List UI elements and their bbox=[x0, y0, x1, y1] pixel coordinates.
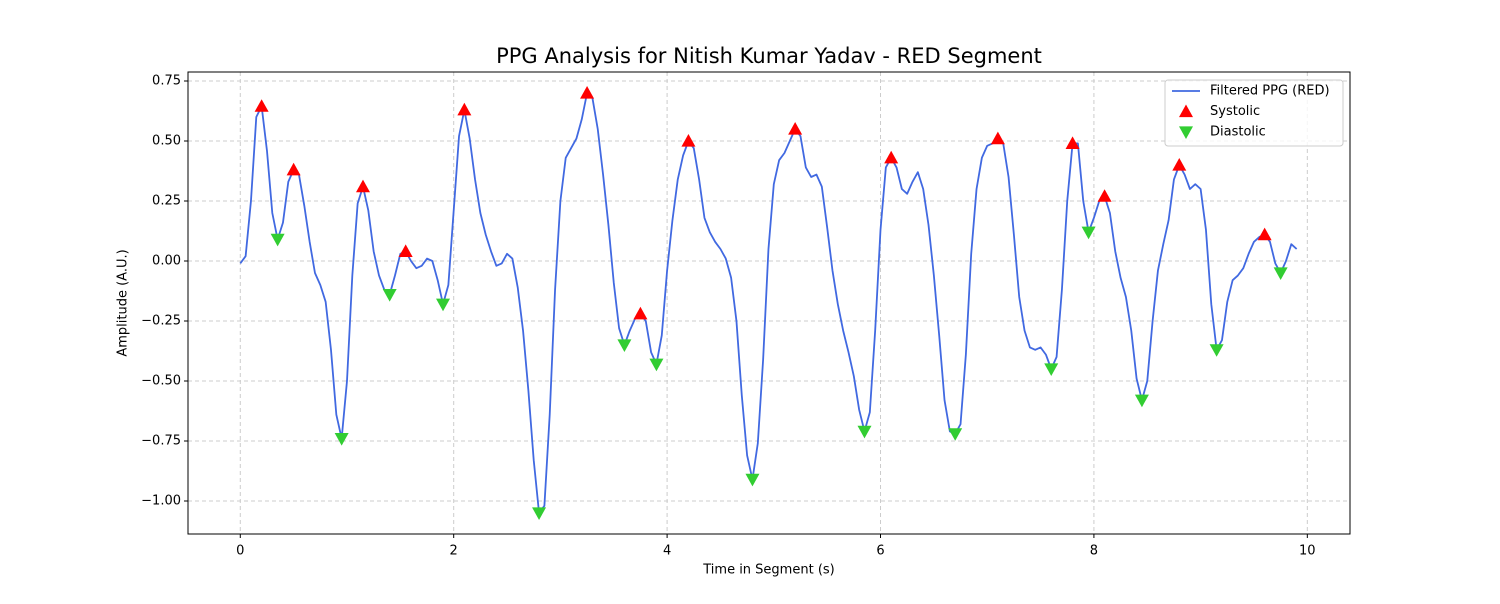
marker bbox=[617, 339, 632, 352]
marker bbox=[355, 179, 370, 193]
y-tick-label: 0.75 bbox=[152, 74, 181, 89]
legend-box bbox=[1164, 79, 1344, 147]
legend-label: Filtered PPG (RED) bbox=[1210, 84, 1330, 99]
y-tick-label: 0.00 bbox=[152, 254, 181, 269]
x-tick-label: 0 bbox=[236, 544, 244, 559]
data-line bbox=[239, 92, 1298, 514]
marker bbox=[884, 150, 899, 164]
y-tick-label: −0.25 bbox=[141, 314, 181, 329]
marker bbox=[254, 99, 269, 112]
x-tick-label: 8 bbox=[1090, 544, 1098, 559]
marker bbox=[1273, 267, 1288, 280]
marker bbox=[681, 134, 696, 147]
marker bbox=[1097, 189, 1112, 202]
marker bbox=[436, 298, 451, 312]
marker bbox=[1134, 394, 1149, 408]
marker bbox=[633, 306, 648, 320]
y-tick-label: −1.00 bbox=[141, 494, 181, 509]
y-tick-label: −0.50 bbox=[141, 374, 181, 389]
x-tick-label: 2 bbox=[450, 544, 458, 559]
marker bbox=[270, 233, 285, 247]
marker bbox=[1172, 158, 1187, 171]
marker bbox=[948, 428, 963, 441]
marker bbox=[857, 425, 872, 439]
marker bbox=[788, 122, 803, 135]
marker bbox=[1065, 136, 1080, 149]
marker bbox=[1044, 363, 1059, 376]
x-tick-label: 10 bbox=[1299, 544, 1316, 559]
marker bbox=[382, 289, 397, 302]
marker bbox=[1081, 226, 1096, 240]
legend-label: Systolic bbox=[1210, 104, 1260, 119]
legend-swatch bbox=[1179, 126, 1193, 139]
marker bbox=[334, 433, 349, 446]
legend-label: Diastolic bbox=[1210, 125, 1266, 140]
plot-frame bbox=[187, 71, 1351, 535]
marker bbox=[649, 358, 664, 372]
marker bbox=[457, 102, 472, 116]
marker bbox=[398, 244, 413, 257]
x-axis-label: Time in Segment (s) bbox=[702, 563, 834, 578]
marker bbox=[745, 473, 760, 487]
marker bbox=[1209, 344, 1224, 357]
legend-swatch bbox=[1179, 104, 1193, 118]
x-tick-label: 4 bbox=[663, 544, 671, 559]
y-tick-label: 0.50 bbox=[152, 134, 181, 149]
marker bbox=[1257, 227, 1272, 241]
marker bbox=[286, 162, 301, 176]
y-axis-label: Amplitude (A.U.) bbox=[116, 249, 131, 356]
marker bbox=[990, 131, 1005, 145]
y-tick-label: 0.25 bbox=[152, 194, 181, 209]
y-tick-label: −0.75 bbox=[141, 434, 181, 449]
chart-title: PPG Analysis for Nitish Kumar Yadav - RE… bbox=[496, 44, 1042, 68]
x-tick-label: 6 bbox=[876, 544, 884, 559]
marker bbox=[532, 507, 547, 520]
marker bbox=[580, 86, 595, 99]
